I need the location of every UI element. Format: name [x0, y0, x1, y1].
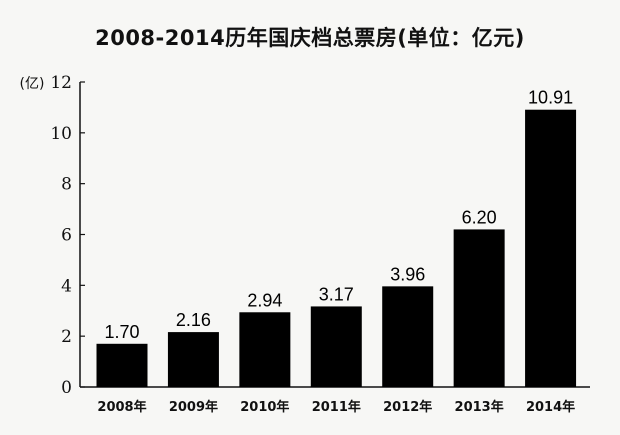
- bar: [453, 229, 505, 387]
- value-label: 10.91: [528, 88, 573, 108]
- x-category-label: 2009年: [169, 399, 218, 415]
- y-tick-label: 0: [61, 378, 72, 398]
- y-tick-label: 2: [61, 327, 72, 347]
- value-label: 6.20: [462, 207, 497, 227]
- y-axis-unit-label: (亿): [20, 76, 45, 92]
- y-tick-label: 6: [61, 226, 72, 246]
- bar: [525, 109, 577, 388]
- x-category-label: 2012年: [383, 399, 432, 415]
- bar: [167, 332, 219, 387]
- bars: [96, 109, 577, 388]
- x-category-label: 2010年: [240, 399, 289, 415]
- y-tick-label: 12: [50, 73, 72, 93]
- bar: [310, 306, 362, 387]
- y-tick-label: 10: [50, 124, 72, 144]
- value-label: 3.96: [390, 264, 425, 284]
- bar: [96, 343, 148, 387]
- chart-title: 2008-2014历年国庆档总票房(单位：亿元): [95, 26, 525, 50]
- y-tick-label: 4: [61, 276, 72, 296]
- x-category-label: 2008年: [97, 399, 146, 415]
- x-category-label: 2011年: [312, 399, 361, 415]
- value-label: 1.70: [104, 322, 139, 342]
- value-label: 2.94: [247, 290, 282, 310]
- value-label: 3.17: [319, 284, 354, 304]
- y-axis-ticks: 0 2 4 6 8 10 12: [50, 73, 85, 398]
- x-category-label: 2013年: [455, 399, 504, 415]
- value-label: 2.16: [176, 310, 211, 330]
- bar: [382, 286, 434, 387]
- x-axis-labels: 2008年 2009年 2010年 2011年 2012年 2013年 2014年: [97, 399, 575, 415]
- value-labels: 1.70 2.16 2.94 3.17 3.96 6.20 10.91: [104, 88, 573, 342]
- x-category-label: 2014年: [526, 399, 575, 415]
- y-tick-label: 8: [61, 175, 72, 195]
- bar: [239, 312, 291, 387]
